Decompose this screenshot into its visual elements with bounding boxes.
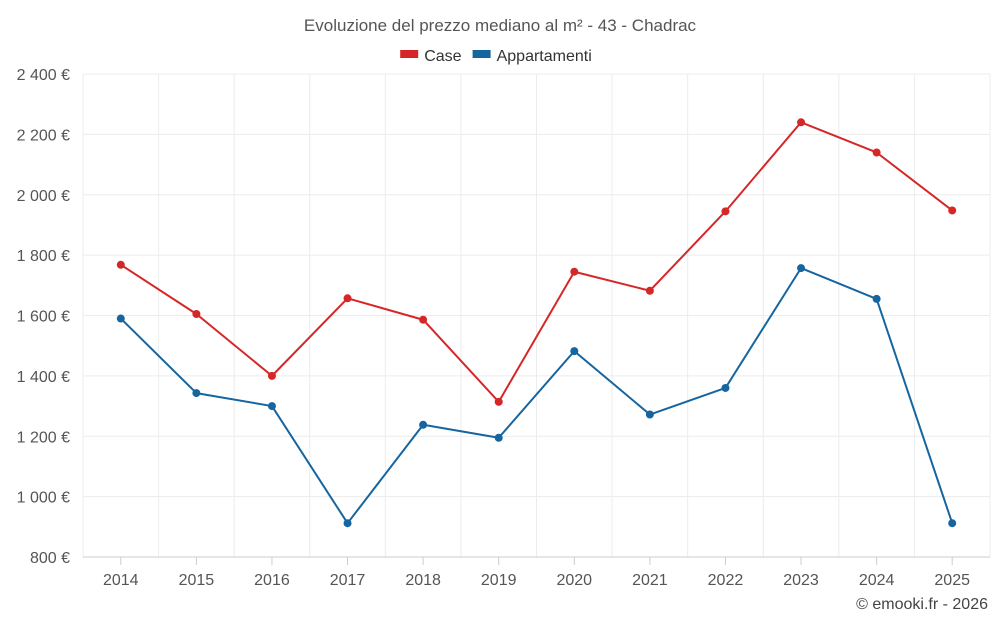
chart-credit: © emooki.fr - 2026 — [856, 596, 988, 613]
data-point — [570, 267, 579, 276]
series-case — [116, 118, 957, 406]
data-point — [797, 264, 806, 273]
data-point — [192, 389, 201, 398]
legend-swatch — [472, 50, 491, 58]
x-tick-label: 2014 — [103, 572, 139, 589]
chart-series — [116, 118, 957, 528]
x-axis: 2014 2015 2016 2017 2018 2019 2020 2021 2022 2023… — [83, 556, 990, 589]
data-point — [494, 397, 503, 406]
data-point — [267, 371, 276, 380]
x-tick-label: 2019 — [481, 572, 517, 589]
x-tick-label: 2018 — [405, 572, 441, 589]
series-appartamenti — [116, 264, 957, 528]
data-point — [721, 383, 730, 392]
x-tick-label: 2015 — [179, 572, 215, 589]
series-line-appartamenti — [120, 267, 954, 525]
y-tick-label: 1 400 € — [17, 369, 70, 386]
x-tick-label: 2025 — [934, 572, 970, 589]
series-line-case — [120, 121, 953, 403]
y-tick-label: 1 800 € — [17, 248, 70, 265]
data-point — [948, 206, 957, 215]
data-point — [494, 433, 503, 442]
data-point — [570, 347, 579, 356]
data-point — [419, 315, 428, 324]
x-tick-label: 2022 — [708, 572, 744, 589]
legend-label: Case — [424, 48, 461, 65]
y-tick-label: 1 200 € — [17, 429, 70, 446]
data-point — [948, 519, 957, 528]
y-tick-label: 2 400 € — [17, 67, 70, 84]
data-point — [267, 402, 276, 411]
data-point — [872, 294, 881, 303]
y-tick-label: 2 200 € — [17, 127, 70, 144]
x-tick-label: 2024 — [859, 572, 895, 589]
data-point — [116, 314, 125, 323]
x-tick-label: 2016 — [254, 572, 290, 589]
y-axis: 800 € 1 000 € 1 200 € 1 400 € 1 600 € 1 800 €… — [17, 67, 70, 567]
x-tick-label: 2020 — [556, 572, 592, 589]
data-point — [343, 519, 352, 528]
legend-item-case: Case — [400, 48, 462, 65]
y-tick-label: 800 € — [30, 550, 70, 567]
legend-item-appartamenti: Appartamenti — [472, 48, 592, 65]
data-point — [797, 118, 806, 127]
chart-grid — [82, 73, 991, 557]
data-point — [645, 410, 654, 419]
data-point — [116, 260, 125, 269]
y-tick-label: 2 000 € — [17, 188, 70, 205]
chart-title: Evoluzione del prezzo mediano al m² - 43… — [304, 16, 697, 35]
y-tick-label: 1 000 € — [17, 490, 70, 507]
x-tick-label: 2021 — [632, 572, 668, 589]
legend-swatch — [400, 50, 419, 58]
data-point — [645, 286, 654, 295]
data-point — [419, 420, 428, 429]
data-point — [343, 294, 352, 303]
legend-label: Appartamenti — [497, 48, 592, 65]
data-point — [721, 207, 730, 216]
data-point — [872, 148, 881, 157]
x-tick-label: 2017 — [330, 572, 366, 589]
chart-legend: Case Appartamenti — [400, 48, 592, 65]
data-point — [192, 309, 201, 318]
x-tick-label: 2023 — [783, 572, 819, 589]
y-tick-label: 1 600 € — [17, 309, 70, 326]
